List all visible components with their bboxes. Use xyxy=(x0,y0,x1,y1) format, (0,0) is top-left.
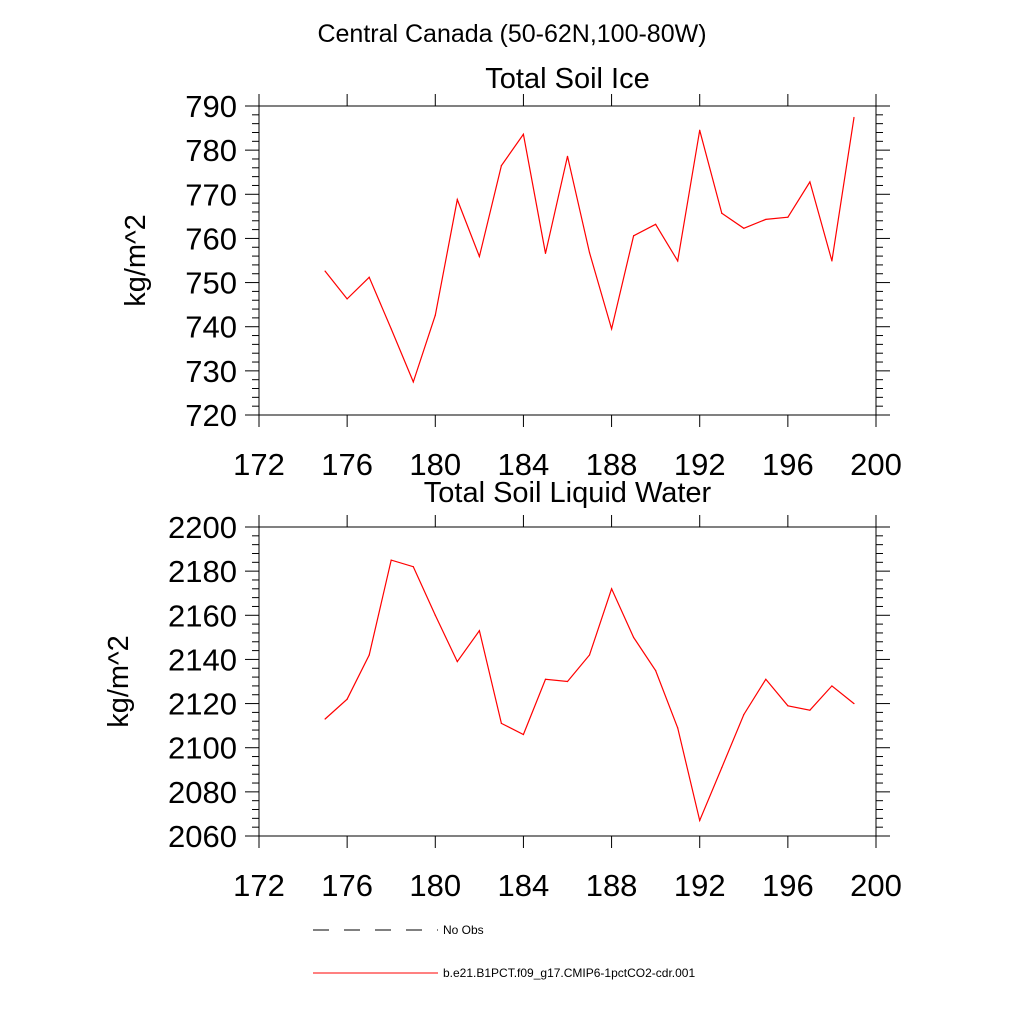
data-point xyxy=(853,702,855,705)
x-tick-label: 200 xyxy=(850,447,902,482)
data-point xyxy=(500,164,502,167)
panel-total-soil-ice: Total Soil Ice kg/m^2 172 176 180 184 188 192 19… xyxy=(120,63,902,482)
data-point xyxy=(456,198,458,201)
plot-frame xyxy=(258,526,877,837)
x-tick-label: 188 xyxy=(586,868,638,903)
data-point xyxy=(743,227,745,229)
x-tick-label: 172 xyxy=(233,868,285,903)
legend: No Obs b.e21.B1PCT.f09_g17.CMIP6-1pctCO2… xyxy=(313,923,695,980)
y-tick-label: 750 xyxy=(185,266,237,301)
data-point xyxy=(412,381,414,383)
y-tick-label: 780 xyxy=(185,133,237,168)
x-tick-label: 192 xyxy=(674,868,726,903)
data-point xyxy=(787,705,789,707)
data-point xyxy=(544,678,547,680)
y-tick-label: 2200 xyxy=(168,510,237,545)
x-tick-label: 192 xyxy=(674,447,726,482)
data-point xyxy=(522,133,525,135)
data-point xyxy=(610,328,613,330)
y-tick-label: 730 xyxy=(185,354,237,389)
data-point xyxy=(743,714,745,716)
data-point xyxy=(853,116,855,119)
data-point xyxy=(478,630,480,632)
x-tick-label: 196 xyxy=(762,868,814,903)
y-axis-label: kg/m^2 xyxy=(103,635,135,728)
x-tick-label: 180 xyxy=(409,447,461,482)
data-point xyxy=(368,276,370,278)
y-tick-label: 2060 xyxy=(168,819,237,854)
figure-suptitle: Central Canada (50-62N,100-80W) xyxy=(317,20,706,48)
x-tick-label: 180 xyxy=(409,868,461,903)
data-point xyxy=(655,223,657,225)
x-tick-label: 188 xyxy=(586,447,638,482)
legend-label-no-obs: No Obs xyxy=(443,923,484,937)
data-point xyxy=(765,218,767,221)
data-point xyxy=(677,260,679,262)
x-tick-label: 176 xyxy=(321,868,373,903)
data-point xyxy=(456,661,458,663)
legend-label-model-run: b.e21.B1PCT.f09_g17.CMIP6-1pctCO2-cdr.00… xyxy=(443,966,695,980)
data-point xyxy=(699,819,701,822)
data-point xyxy=(655,669,657,672)
y-tick-label: 770 xyxy=(185,177,237,212)
x-tick-label: 176 xyxy=(321,447,373,482)
chart-title: Total Soil Liquid Water xyxy=(424,477,712,509)
data-point xyxy=(809,181,811,183)
y-axis-label: kg/m^2 xyxy=(120,214,152,307)
data-point xyxy=(324,718,326,720)
series-line xyxy=(324,559,855,823)
data-point xyxy=(633,235,635,237)
data-point xyxy=(346,698,348,700)
data-point xyxy=(390,559,392,561)
data-point xyxy=(809,709,811,711)
data-point xyxy=(699,129,701,131)
data-point xyxy=(721,212,723,214)
x-tick-label: 184 xyxy=(498,868,550,903)
data-point xyxy=(324,270,326,272)
data-point xyxy=(544,252,547,255)
chart-title: Total Soil Ice xyxy=(485,63,649,95)
data-point xyxy=(478,255,480,258)
data-point xyxy=(500,722,502,725)
data-point xyxy=(721,766,723,769)
data-point xyxy=(566,680,569,683)
y-tick-label: 2080 xyxy=(168,775,237,810)
y-tick-label: 2100 xyxy=(168,731,237,766)
data-point xyxy=(787,216,789,218)
panel-total-soil-liquid-water: Total Soil Liquid Water kg/m^2 172 176 180 18… xyxy=(103,477,902,903)
data-point xyxy=(765,678,767,680)
x-tick-label: 184 xyxy=(498,447,550,482)
y-tick-label: 2140 xyxy=(168,642,237,677)
y-tick-label: 2120 xyxy=(168,687,237,722)
plot-frame xyxy=(258,105,877,416)
y-tick-label: 740 xyxy=(185,310,237,345)
data-point xyxy=(346,298,348,300)
x-tick-label: 172 xyxy=(233,447,285,482)
data-point xyxy=(588,251,591,254)
data-point xyxy=(412,566,414,568)
series-line xyxy=(324,117,855,384)
data-point xyxy=(610,588,613,590)
data-point xyxy=(831,260,833,262)
data-point xyxy=(522,733,525,736)
data-point xyxy=(434,314,436,316)
y-tick-label: 760 xyxy=(185,221,237,256)
y-tick-label: 2160 xyxy=(168,598,237,633)
data-point xyxy=(677,727,679,729)
data-point xyxy=(588,654,591,656)
y-tick-label: 720 xyxy=(185,398,237,433)
y-tick-label: 790 xyxy=(185,89,237,124)
data-point xyxy=(368,654,370,656)
data-point xyxy=(633,636,635,638)
y-tick-label: 2180 xyxy=(168,554,237,589)
data-point xyxy=(831,685,833,687)
x-tick-label: 196 xyxy=(762,447,814,482)
data-point xyxy=(566,155,569,157)
data-point xyxy=(434,614,436,616)
data-point xyxy=(390,328,392,330)
x-tick-label: 200 xyxy=(850,868,902,903)
